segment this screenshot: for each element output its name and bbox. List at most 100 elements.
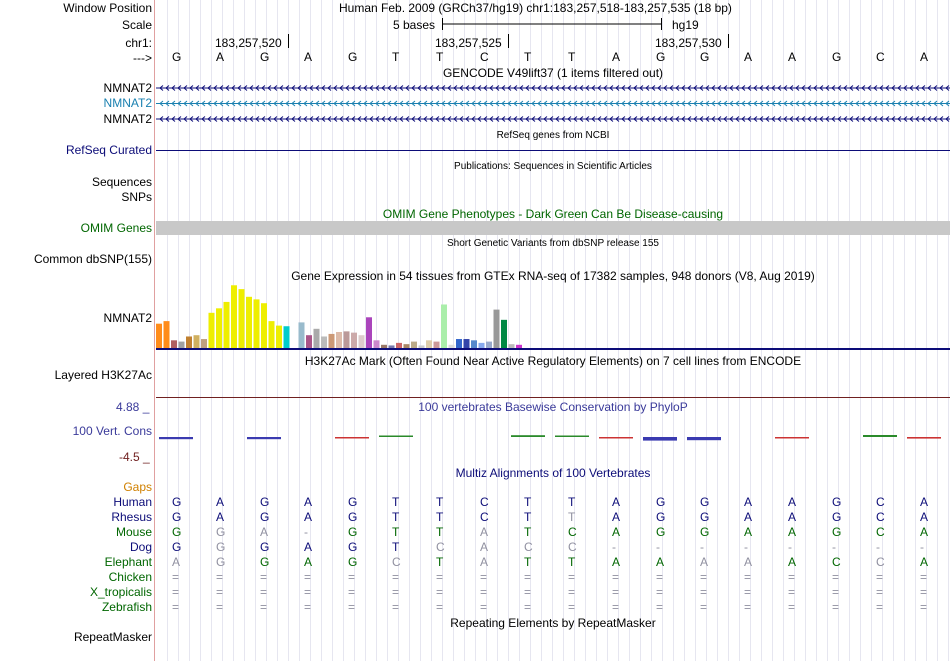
repeatmasker-label[interactable]: RepeatMasker: [73, 630, 152, 644]
strand-arrow: [711, 85, 716, 91]
alignment-base: G: [832, 525, 842, 539]
strand-arrow: [243, 116, 248, 122]
h3k27ac-signal-line[interactable]: [156, 397, 950, 398]
species-label[interactable]: Elephant: [104, 555, 152, 569]
alignment-base: =: [260, 570, 268, 584]
strand-arrow: [759, 116, 764, 122]
strand-arrow: [387, 85, 392, 91]
refseq-gene-line[interactable]: [156, 150, 950, 151]
alignment-base: =: [260, 585, 268, 599]
strand-arrow: [705, 100, 710, 107]
strand-arrow: [207, 116, 212, 122]
strand-arrow: [771, 100, 776, 107]
strand-arrow: [315, 85, 320, 91]
strand-arrow: [165, 85, 170, 91]
strand-arrow: [843, 116, 848, 122]
strand-arrow: [489, 116, 494, 122]
omim-genes-label[interactable]: OMIM Genes: [80, 221, 152, 235]
alignment-base: =: [568, 585, 576, 599]
strand-arrow: [825, 100, 830, 107]
repeatmasker-track-title: Repeating Elements by RepeatMasker: [450, 616, 656, 630]
strand-arrow: [885, 116, 890, 122]
strand-arrow: [837, 116, 842, 122]
species-label[interactable]: Dog: [129, 540, 152, 554]
alignment-base: G: [172, 510, 182, 524]
alignment-base: =: [524, 600, 532, 614]
gtex-tissue-bar: [388, 345, 395, 348]
strand-arrow: [699, 116, 704, 122]
alignment-base: A: [700, 555, 709, 569]
gtex-expression-chart[interactable]: [156, 282, 950, 352]
strand-arrow: [513, 116, 518, 122]
species-label[interactable]: Mouse: [115, 525, 152, 539]
strand-arrow: [231, 116, 236, 122]
alignment-base: =: [920, 600, 928, 614]
strand-arrow: [201, 100, 206, 107]
strand-arrow: [669, 100, 674, 107]
strand-arrow: [879, 85, 884, 91]
gene-label-nmnat2[interactable]: NMNAT2: [103, 81, 152, 95]
gencode-gene-features[interactable]: [156, 80, 950, 126]
phylop-label[interactable]: 100 Vert. Cons: [72, 424, 152, 438]
strand-arrow: [327, 100, 332, 107]
strand-arrow: [597, 85, 602, 91]
alignment-base: G: [700, 510, 710, 524]
strand-arrow: [249, 100, 254, 107]
reference-base: G: [700, 50, 710, 64]
strand-arrow: [465, 100, 470, 107]
gene-label-nmnat2[interactable]: NMNAT2: [103, 96, 152, 110]
strand-arrow: [285, 116, 290, 122]
strand-arrow: [363, 116, 368, 122]
alignment-base: =: [876, 585, 884, 599]
strand-arrow: [459, 100, 464, 107]
strand-arrow: [501, 116, 506, 122]
strand-arrow: [267, 85, 272, 91]
alignment-base: A: [612, 555, 621, 569]
gene-label-nmnat2[interactable]: NMNAT2: [103, 112, 152, 126]
strand-arrow: [483, 100, 488, 107]
strand-arrow: [471, 116, 476, 122]
alignment-base: G: [832, 510, 842, 524]
strand-arrow: [387, 100, 392, 107]
h3k27ac-label[interactable]: Layered H3K27Ac: [54, 368, 152, 382]
reference-base: C: [876, 50, 885, 64]
species-label[interactable]: Rhesus: [111, 510, 152, 524]
strand-arrow: [495, 100, 500, 107]
strand-arrow: [507, 100, 512, 107]
species-label[interactable]: Chicken: [108, 570, 152, 584]
strand-arrow: [789, 116, 794, 122]
strand-arrow: [735, 100, 740, 107]
dbsnp-label[interactable]: Common dbSNP(155): [33, 252, 152, 266]
strand-arrow: [771, 116, 776, 122]
strand-arrow: [741, 85, 746, 91]
strand-arrow: [333, 116, 338, 122]
strand-arrow: [831, 116, 836, 122]
strand-arrow: [579, 116, 584, 122]
alignment-base: C: [436, 540, 445, 554]
sequences-label[interactable]: Sequences: [91, 175, 152, 189]
strand-arrow: [477, 85, 482, 91]
alignment-base: T: [392, 540, 400, 554]
strand-arrow: [549, 116, 554, 122]
alignment-base: A: [480, 525, 489, 539]
species-label[interactable]: Human: [113, 495, 152, 509]
gtex-tissue-bar: [298, 322, 305, 348]
strand-arrow: [249, 85, 254, 91]
strand-arrow: [441, 85, 446, 91]
phylop-conservation-plot[interactable]: [156, 416, 950, 456]
strand-arrow: [417, 116, 422, 122]
gtex-tissue-bar: [223, 301, 230, 348]
strand-arrow: [195, 100, 200, 107]
strand-arrow: [375, 100, 380, 107]
strand-arrow: [933, 85, 938, 91]
refseq-curated-label[interactable]: RefSeq Curated: [65, 143, 152, 157]
species-label[interactable]: Zebrafish: [101, 600, 152, 614]
omim-gene-bar[interactable]: [156, 221, 950, 235]
strand-arrow: [477, 100, 482, 107]
species-label[interactable]: X_tropicalis: [89, 585, 152, 599]
strand-arrow: [645, 100, 650, 107]
gtex-gene-label[interactable]: NMNAT2: [103, 311, 152, 325]
snps-label[interactable]: SNPs: [121, 190, 152, 204]
alignment-base: T: [568, 495, 576, 509]
